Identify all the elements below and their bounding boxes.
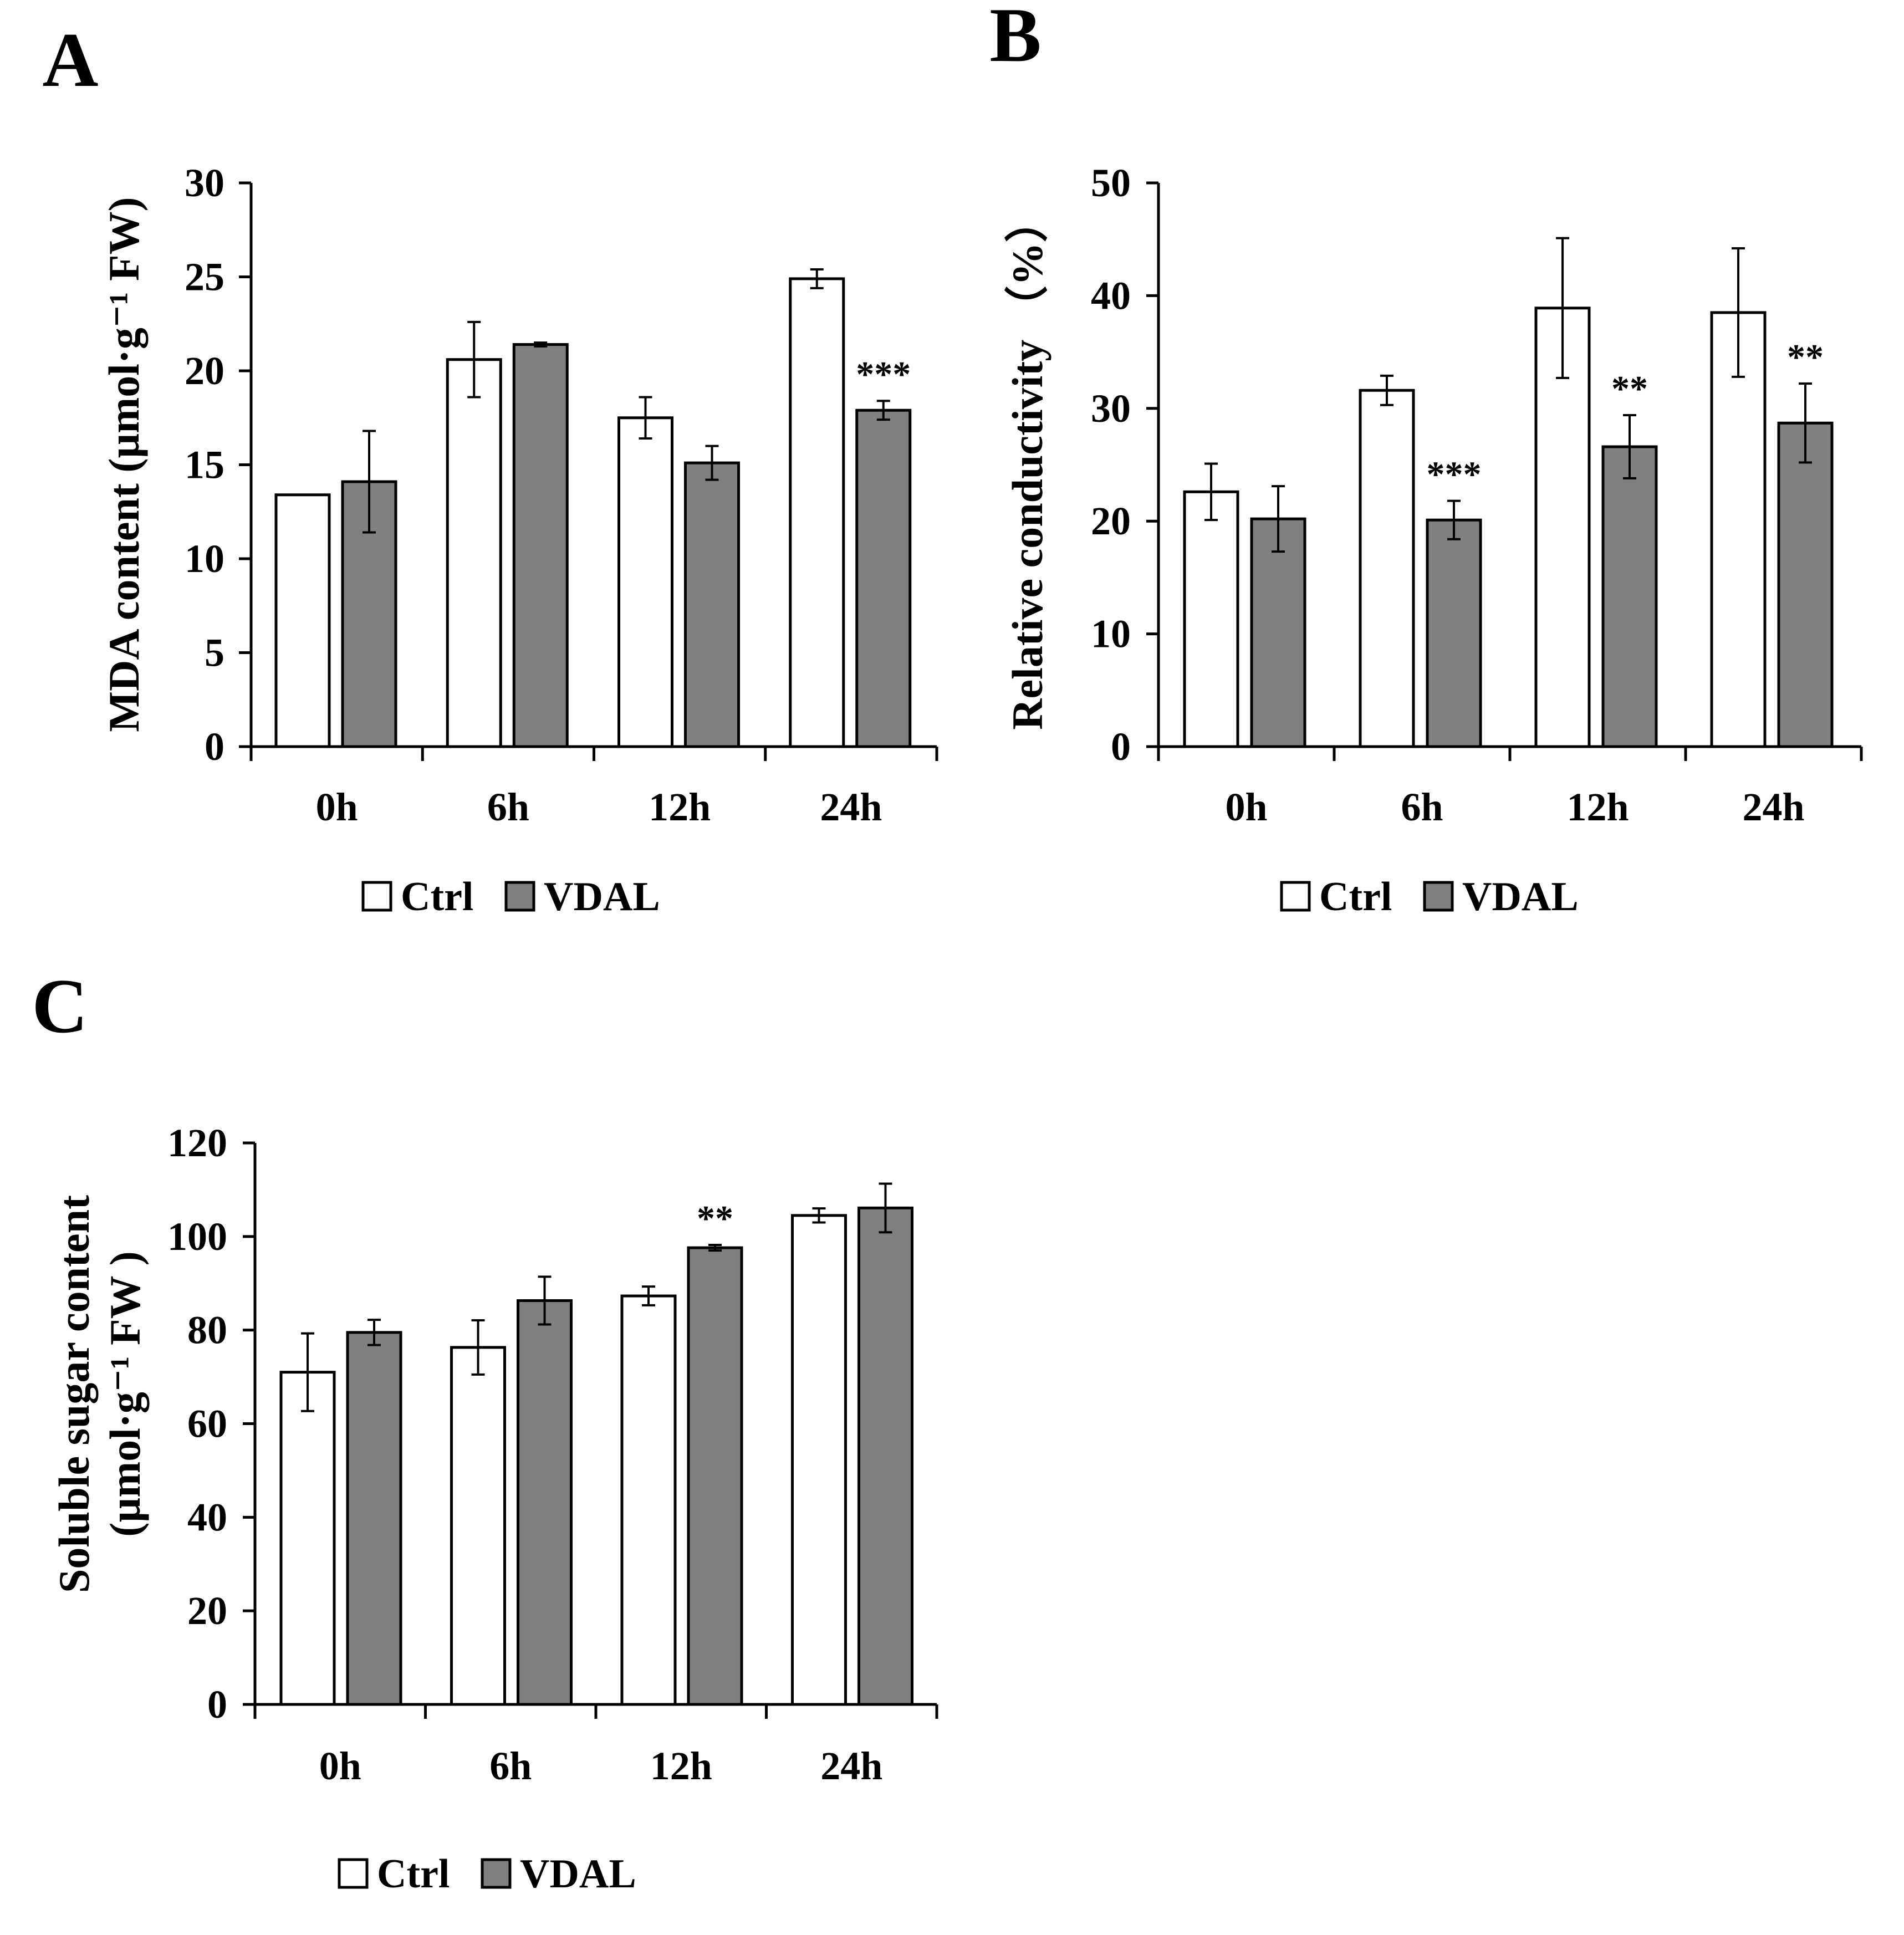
legend-swatch-vdal [1423, 881, 1454, 912]
x-tick-label-6h: 6h [489, 1744, 532, 1788]
y-axis-label-line: Soluble sugar content [50, 1195, 98, 1593]
significance-marker: ** [1787, 337, 1824, 377]
significance-marker: *** [856, 354, 911, 395]
bar-vdal-24h [857, 1206, 913, 1706]
legend-swatch-ctrl [361, 881, 392, 912]
panel-c: C Soluble sugar content(µmol·g⁻¹ FW ) 0 20 4… [32, 963, 938, 1897]
panel-label-b: B [989, 0, 1041, 78]
bar-ctrl-0h [279, 1371, 336, 1706]
bar-ctrl-24h [1710, 311, 1767, 748]
x-tick-label-0h: 0h [1225, 785, 1267, 829]
bar-ctrl-6h [450, 1346, 506, 1706]
x-tick-label-24h: 24h [820, 785, 882, 829]
y-tick-label: 15 [185, 443, 224, 487]
bar-vdal-6h [512, 343, 569, 748]
x-tick-label-6h: 6h [487, 785, 529, 829]
x-tick-label-6h: 6h [1401, 785, 1443, 829]
y-tick-label: 25 [185, 255, 224, 299]
significance-marker: ** [697, 1198, 733, 1239]
y-axis-label-line: (µmol·g⁻¹ FW ) [101, 1251, 149, 1536]
x-tick-label-0h: 0h [319, 1744, 361, 1788]
legend-label-vdal: VDAL [544, 874, 660, 920]
legend-label-vdal: VDAL [520, 1851, 636, 1897]
bar-vdal-12h [1601, 445, 1658, 748]
panel-label-c: C [32, 963, 88, 1049]
x-tick-label-12h: 12h [650, 1744, 712, 1788]
bar-vdal-12h [684, 461, 740, 748]
bar-vdal-6h [1426, 518, 1482, 748]
y-tick-label: 0 [205, 724, 224, 769]
x-tick-label-12h: 12h [1566, 785, 1629, 829]
y-tick-label: 20 [185, 349, 224, 393]
y-tick-label: 100 [167, 1214, 227, 1259]
y-tick-label: 60 [187, 1402, 227, 1446]
y-tick-label: 40 [1091, 273, 1131, 318]
legend-label-vdal: VDAL [1462, 874, 1579, 920]
panel-a: A MDA content (µmol·g⁻¹ FW) 0 5 10 15 20 25 30 0h… [42, 17, 938, 920]
y-tick-label: 50 [1091, 161, 1131, 205]
bar-ctrl-12h [617, 416, 673, 748]
y-tick-label: 10 [1091, 612, 1131, 656]
bar-ctrl-0h [274, 493, 331, 748]
bar-vdal-0h [346, 1331, 402, 1706]
y-tick-label: 5 [205, 631, 224, 675]
y-axis-label-a: MDA content (µmol·g⁻¹ FW) [100, 197, 148, 732]
legend-b: Ctrl VDAL [1280, 874, 1579, 920]
y-tick-label: 80 [187, 1308, 227, 1352]
significance-marker: ** [1611, 369, 1648, 409]
bar-vdal-12h [687, 1246, 743, 1706]
bar-vdal-0h [1250, 517, 1306, 748]
bar-ctrl-6h [1359, 389, 1415, 748]
x-tick-label-24h: 24h [1742, 785, 1804, 829]
bar-ctrl-24h [791, 1214, 847, 1706]
y-tick-label: 10 [185, 537, 224, 581]
y-axis-label-b: Relative conductivity （%） [1003, 199, 1051, 730]
bar-ctrl-6h [446, 358, 502, 748]
x-tick-label-0h: 0h [316, 785, 358, 829]
significance-marker: *** [1427, 455, 1482, 495]
legend-swatch-vdal [504, 881, 535, 912]
legend-swatch-ctrl [338, 1858, 369, 1889]
y-axis-label-c: Soluble sugar content(µmol·g⁻¹ FW ) [50, 1195, 149, 1593]
y-tick-label: 20 [1091, 499, 1131, 543]
bar-vdal-6h [517, 1299, 573, 1706]
x-tick-label-12h: 12h [649, 785, 711, 829]
y-tick-label: 20 [187, 1589, 227, 1633]
legend-swatch-ctrl [1280, 881, 1311, 912]
bar-vdal-0h [341, 480, 397, 748]
y-tick-label: 120 [167, 1121, 227, 1165]
bar-ctrl-0h [1183, 490, 1239, 748]
y-tick-label: 40 [187, 1495, 227, 1539]
y-tick-label: 30 [1091, 386, 1131, 431]
legend-c: Ctrl VDAL [338, 1851, 636, 1897]
bar-ctrl-24h [789, 277, 845, 748]
legend-label-ctrl: Ctrl [377, 1851, 450, 1897]
bar-ctrl-12h [620, 1294, 677, 1706]
bar-vdal-24h [855, 409, 912, 748]
panel-b: B Relative conductivity （%） 0 10 20 30 40 50 0h *… [989, 0, 1863, 920]
y-tick-label: 30 [185, 161, 224, 205]
bar-vdal-24h [1777, 421, 1834, 748]
legend-a: Ctrl VDAL [361, 874, 660, 920]
legend-swatch-vdal [481, 1858, 512, 1889]
panel-label-a: A [42, 17, 98, 103]
y-tick-label: 0 [1111, 724, 1131, 769]
x-tick-label-24h: 24h [820, 1744, 882, 1788]
y-tick-label: 0 [207, 1682, 227, 1727]
legend-label-ctrl: Ctrl [401, 874, 474, 920]
legend-label-ctrl: Ctrl [1319, 874, 1392, 920]
